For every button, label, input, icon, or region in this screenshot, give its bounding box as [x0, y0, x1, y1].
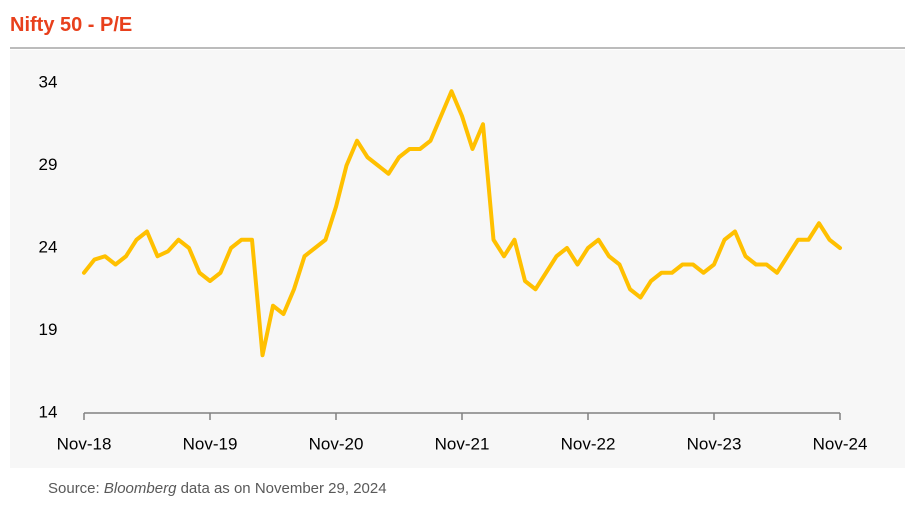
- y-tick-label: 29: [39, 155, 58, 174]
- x-tick-label: Nov-24: [813, 434, 868, 453]
- source-note: data as on November 29, 2024: [180, 480, 387, 497]
- line-series: [82, 89, 842, 358]
- chart: Nifty 50 - P/E 14 19 24 29 34 Nov-18 Nov-19 Nov…: [10, 14, 905, 468]
- x-tick-label: Nov-19: [183, 434, 238, 453]
- y-tick-label: 14: [39, 402, 58, 421]
- x-tick-label: Nov-22: [561, 434, 616, 453]
- x-tick-label: Nov-21: [435, 434, 490, 453]
- y-tick-label: 34: [39, 72, 58, 91]
- plot-background: [10, 50, 905, 468]
- source-label: Source:: [48, 480, 100, 497]
- source-publisher: Bloomberg: [103, 480, 177, 497]
- chart-title: Nifty 50 - P/E: [10, 14, 132, 36]
- x-tick-label: Nov-23: [687, 434, 742, 453]
- x-tick-label: Nov-18: [57, 434, 112, 453]
- y-tick-label: 24: [39, 237, 58, 256]
- x-tick-label: Nov-20: [309, 434, 364, 453]
- source: Source: Bloomberg data as on November 29…: [48, 480, 387, 497]
- y-tick-label: 19: [39, 320, 58, 339]
